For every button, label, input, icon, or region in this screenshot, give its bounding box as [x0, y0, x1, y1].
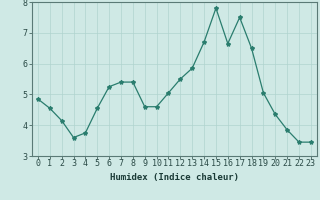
X-axis label: Humidex (Indice chaleur): Humidex (Indice chaleur)	[110, 173, 239, 182]
